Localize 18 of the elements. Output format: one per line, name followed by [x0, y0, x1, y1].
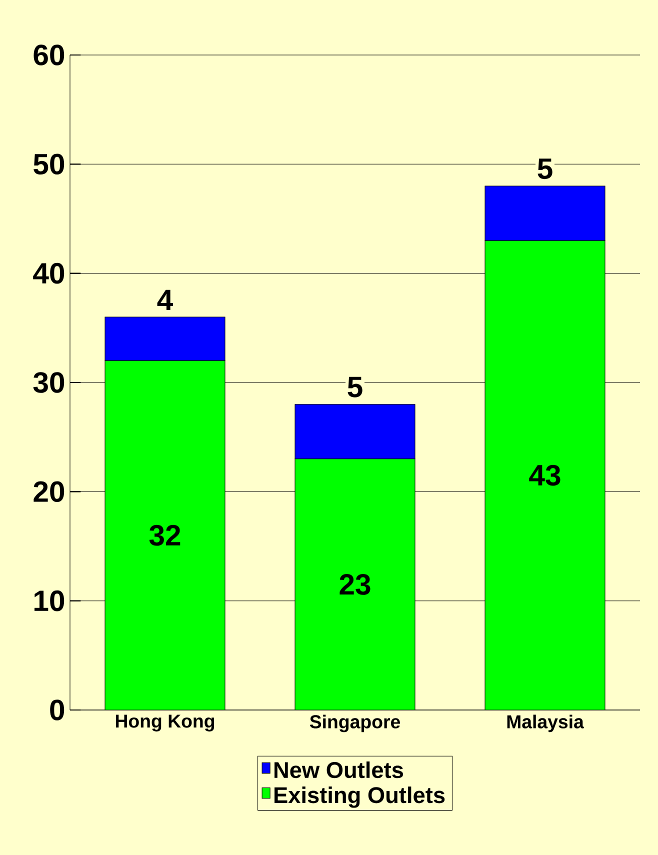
- x-tick-label: Malaysia: [507, 714, 584, 732]
- data-label: 5: [348, 376, 362, 398]
- y-tick-label: 0: [50, 700, 64, 720]
- y-tick-label: 50: [34, 154, 64, 175]
- y-tick-label: 10: [34, 590, 64, 612]
- x-tick-label: Singapore: [310, 714, 400, 732]
- legend-label: New Outlets: [274, 761, 404, 778]
- y-tick-label: 20: [34, 481, 64, 502]
- data-label: 43: [529, 464, 560, 486]
- x-tick-label: Hong Kong: [116, 714, 214, 732]
- y-tick-label: 40: [33, 262, 64, 284]
- data-label: 5: [538, 158, 552, 180]
- data-label: 32: [149, 524, 180, 546]
- y-tick-label: 60: [34, 44, 64, 66]
- y-tick-label: 30: [33, 372, 64, 393]
- data-label: 4: [157, 290, 174, 310]
- data-label: 23: [340, 574, 370, 595]
- legend-label: Existing Outlets: [274, 786, 445, 808]
